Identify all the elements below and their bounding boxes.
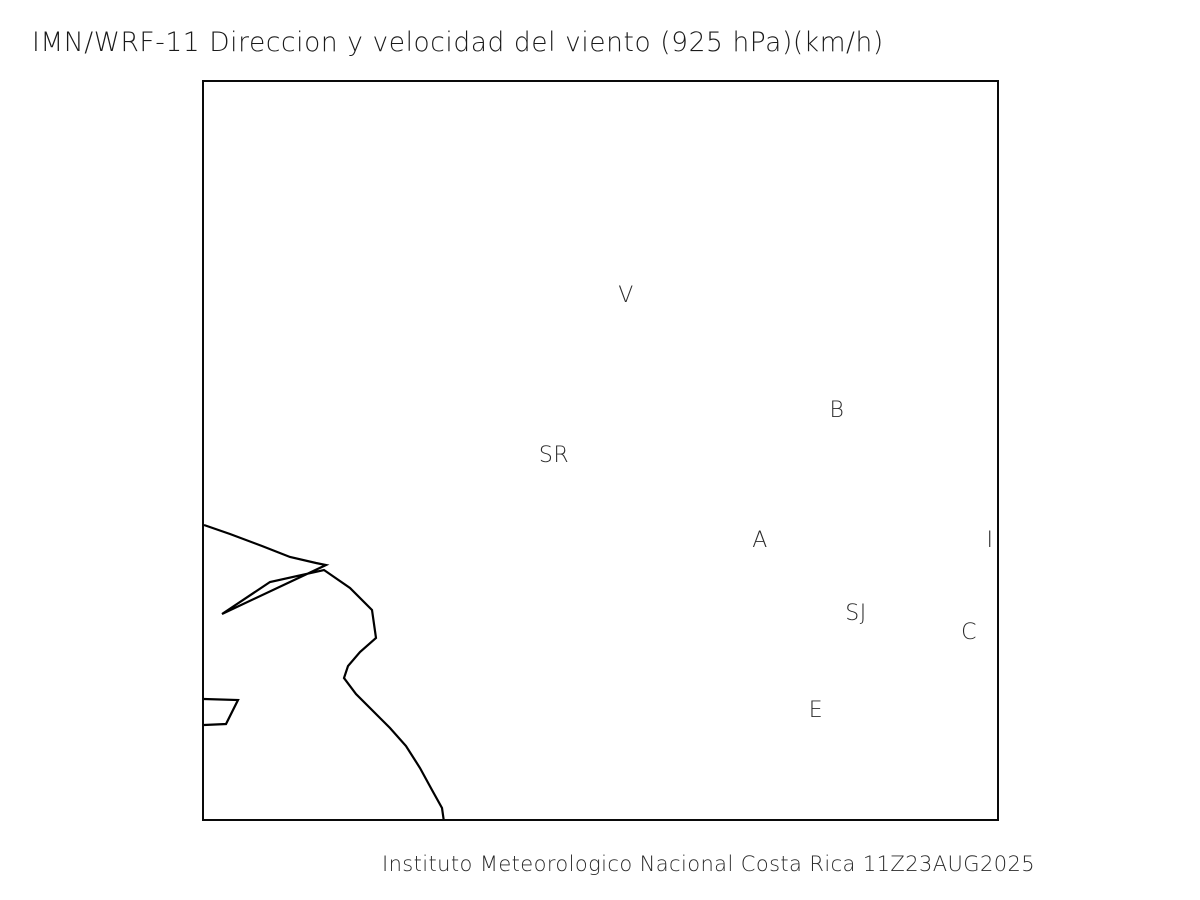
station-label-sj: SJ bbox=[845, 601, 867, 626]
station-label-v: V bbox=[618, 283, 634, 308]
station-label-c: C bbox=[961, 620, 977, 645]
map-panel[interactable] bbox=[202, 80, 999, 821]
coastline-nicoya-inlet bbox=[204, 697, 240, 727]
map-coastline-svg bbox=[204, 523, 445, 819]
station-label-e: E bbox=[808, 698, 824, 723]
coastline-pacific-coast-main bbox=[204, 523, 445, 819]
coastline-group bbox=[204, 523, 445, 819]
station-label-sr: SR bbox=[538, 443, 570, 468]
station-label-i: I bbox=[986, 528, 994, 553]
page-title: IMN/WRF-11 Direccion y velocidad del vie… bbox=[32, 27, 884, 58]
footer-attribution: Instituto Meteorologico Nacional Costa R… bbox=[382, 852, 1035, 876]
station-label-a: A bbox=[752, 528, 768, 553]
station-label-b: B bbox=[829, 398, 845, 423]
